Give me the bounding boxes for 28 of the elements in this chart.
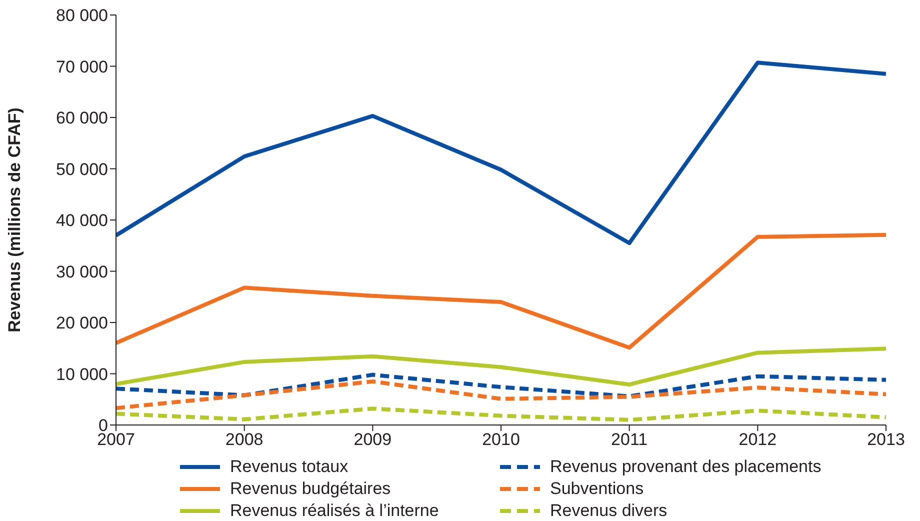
y-tick-label: 70 000	[56, 57, 108, 76]
legend-label: Revenus divers	[550, 501, 668, 521]
x-tick-label: 2007	[97, 430, 135, 450]
y-tick-label: 50 000	[56, 160, 108, 179]
y-tick-label: 10 000	[56, 364, 108, 384]
legend-label: Subventions	[550, 479, 644, 499]
line-series	[116, 60, 886, 246]
x-tick-label: 2009	[354, 430, 392, 450]
legend-label: Revenus budgétaires	[230, 479, 391, 499]
x-tick-label: 2011	[611, 430, 648, 450]
legend-label: Revenus totaux	[230, 457, 348, 477]
line-series	[116, 232, 886, 350]
line-series	[116, 406, 886, 422]
legend-label: Revenus réalisés à l’interne	[230, 501, 439, 521]
y-tick-label: 40 000	[56, 211, 108, 230]
y-tick-label: 80 000	[56, 6, 108, 26]
x-tick-label: 2008	[225, 430, 264, 450]
x-tick-label: 2012	[738, 430, 777, 450]
y-tick-label: 20 000	[56, 314, 108, 333]
x-tick-label: 2013	[867, 430, 905, 450]
line-series	[116, 372, 886, 398]
legend-label: Revenus provenant des placements	[550, 457, 822, 477]
line-series	[116, 346, 886, 387]
x-tick-label: 2010	[482, 430, 520, 450]
line-series	[116, 379, 886, 410]
y-tick-label: 30 000	[56, 262, 108, 282]
y-axis-title: Revenus (millions de CFAF)	[5, 108, 24, 332]
y-tick-label: 60 000	[56, 108, 108, 128]
